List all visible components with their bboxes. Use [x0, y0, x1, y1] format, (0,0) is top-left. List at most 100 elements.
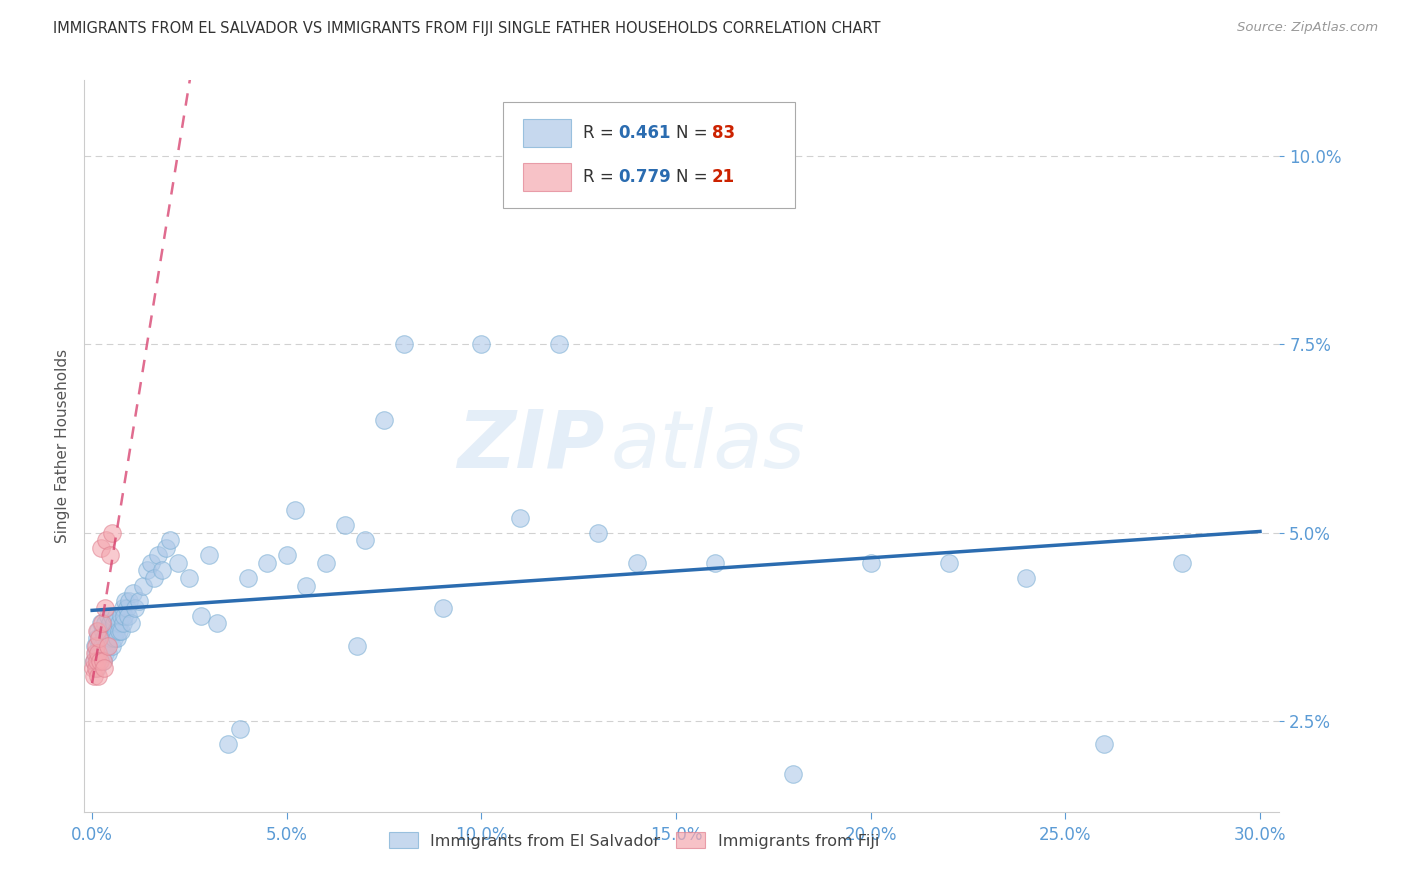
Point [86, 661, 108, 675]
Point [295, 578, 318, 592]
FancyBboxPatch shape [503, 103, 796, 209]
Text: ZIP: ZIP [457, 407, 605, 485]
Point [118, 593, 141, 607]
Point [103, 632, 125, 646]
Point [91, 654, 114, 668]
Point [143, 571, 166, 585]
Point [110, 608, 132, 623]
Point [84, 639, 107, 653]
Point [100, 525, 122, 540]
Point [83, 669, 105, 683]
Point [373, 412, 395, 426]
Point [84, 639, 107, 653]
Point [100, 616, 122, 631]
Point [284, 503, 307, 517]
Point [94, 616, 117, 631]
Text: 0.779: 0.779 [619, 168, 671, 186]
Point [155, 541, 177, 555]
Point [190, 608, 212, 623]
Point [117, 608, 139, 623]
Point [115, 601, 138, 615]
Point [104, 624, 127, 638]
Point [97, 646, 120, 660]
Point [86, 661, 108, 675]
Point [98, 549, 121, 563]
Text: atlas: atlas [610, 407, 806, 485]
Point [91, 654, 114, 668]
Point [139, 556, 162, 570]
Text: N =: N = [676, 124, 713, 142]
Point [114, 608, 136, 623]
Point [87, 646, 110, 660]
Point [859, 556, 882, 570]
Point [346, 639, 368, 653]
Point [90, 616, 112, 631]
Point [94, 601, 117, 615]
Point [135, 563, 157, 577]
Text: R =: R = [582, 168, 619, 186]
Point [150, 563, 173, 577]
Point [509, 510, 531, 524]
Point [256, 556, 278, 570]
Point [124, 601, 146, 615]
Text: 21: 21 [711, 168, 735, 186]
Point [1171, 556, 1194, 570]
Point [335, 518, 357, 533]
Point [105, 608, 128, 623]
Point [87, 669, 110, 683]
Point [93, 632, 115, 646]
Point [111, 601, 134, 615]
Point [122, 586, 145, 600]
Point [120, 616, 142, 631]
Point [84, 646, 107, 660]
Point [205, 616, 228, 631]
Point [432, 601, 454, 615]
FancyBboxPatch shape [523, 163, 571, 191]
Point [103, 616, 125, 631]
Point [470, 337, 492, 351]
Point [107, 616, 129, 631]
Point [86, 624, 108, 638]
Point [97, 639, 120, 653]
Text: IMMIGRANTS FROM EL SALVADOR VS IMMIGRANTS FROM FIJI SINGLE FATHER HOUSEHOLDS COR: IMMIGRANTS FROM EL SALVADOR VS IMMIGRANT… [53, 21, 882, 36]
Point [704, 556, 727, 570]
Point [96, 624, 118, 638]
Point [148, 549, 170, 563]
Point [89, 654, 111, 668]
Point [94, 639, 117, 653]
Text: N =: N = [676, 168, 713, 186]
Point [87, 654, 110, 668]
Point [97, 608, 120, 623]
Point [93, 661, 115, 675]
Point [1015, 571, 1038, 585]
Point [90, 541, 112, 555]
Point [93, 646, 115, 660]
Point [128, 593, 150, 607]
Point [91, 624, 114, 638]
Point [782, 767, 804, 781]
Point [86, 654, 108, 668]
Point [82, 661, 104, 675]
Point [83, 654, 105, 668]
Point [108, 624, 131, 638]
Text: Source: ZipAtlas.com: Source: ZipAtlas.com [1237, 21, 1378, 34]
Point [276, 549, 298, 563]
Point [87, 624, 110, 638]
Point [236, 571, 259, 585]
Y-axis label: Single Father Households: Single Father Households [55, 349, 70, 543]
Point [229, 722, 252, 736]
Point [89, 646, 111, 660]
Point [159, 533, 181, 548]
Point [84, 646, 107, 660]
Point [548, 337, 571, 351]
Point [586, 525, 609, 540]
Point [83, 654, 105, 668]
Point [94, 533, 117, 548]
Point [179, 571, 201, 585]
Text: 0.461: 0.461 [619, 124, 671, 142]
Point [353, 533, 375, 548]
Point [107, 632, 129, 646]
Point [101, 608, 124, 623]
Point [1092, 737, 1115, 751]
Point [132, 578, 155, 592]
